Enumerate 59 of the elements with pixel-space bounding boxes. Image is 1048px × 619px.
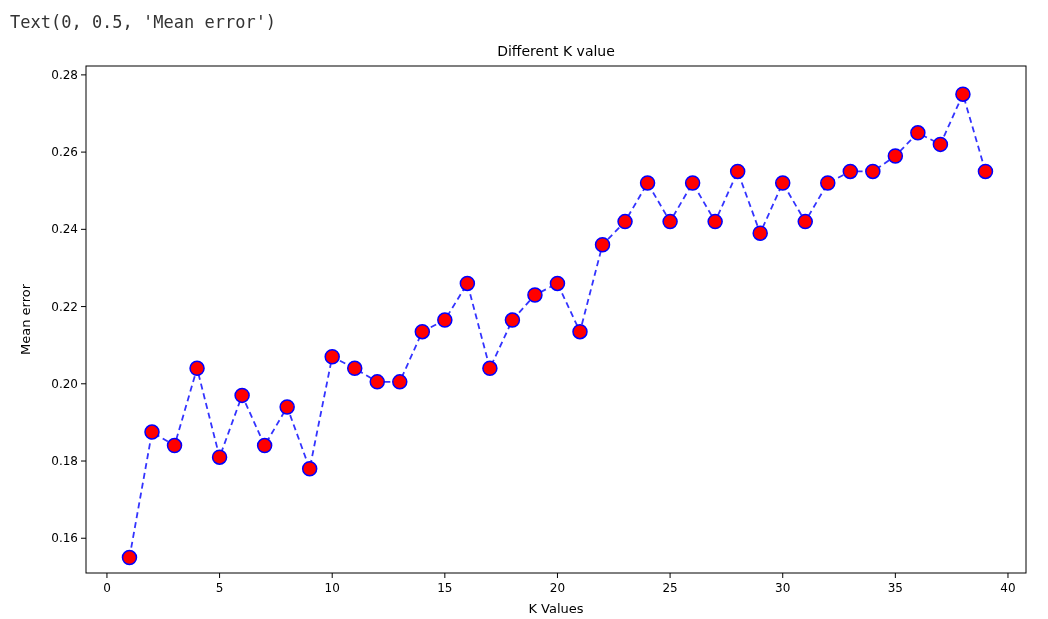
point: [910, 125, 926, 141]
y-tick-label: 0.26: [51, 145, 78, 160]
x-tick-label: 30: [775, 581, 791, 595]
point: [977, 163, 994, 180]
point: [662, 213, 678, 230]
point: [482, 360, 498, 377]
point: [346, 360, 363, 377]
x-tick-label: 40: [1000, 581, 1016, 595]
y-tick-label: 0.16: [51, 531, 78, 546]
point: [279, 399, 295, 415]
point: [820, 175, 836, 191]
point: [211, 449, 228, 465]
x-axis-title: K Values: [528, 601, 584, 616]
chart-title: Different K value: [497, 43, 615, 59]
x-tick-label: 0: [103, 581, 111, 595]
point: [887, 148, 904, 164]
y-tick-label: 0.18: [51, 454, 78, 469]
point: [842, 163, 859, 180]
y-axis-title: Mean error: [18, 283, 33, 356]
y-tick-label: 0.22: [51, 299, 78, 314]
x-tick-label: 35: [887, 581, 903, 595]
x-tick-label: 10: [324, 581, 340, 595]
point: [594, 237, 611, 253]
point: [865, 163, 881, 180]
point: [752, 225, 768, 241]
point: [324, 349, 340, 365]
x-tick-label: 5: [215, 581, 224, 595]
point: [414, 323, 431, 340]
point: [504, 312, 521, 328]
text: Text(0, 0.5, 'Mean error'): [10, 12, 277, 32]
x-tick-label: 25: [662, 581, 678, 595]
point: [369, 374, 386, 390]
point: [932, 136, 949, 153]
point: [256, 437, 273, 454]
point: [527, 287, 543, 303]
point: [166, 437, 183, 454]
y-tick-label: 0.24: [51, 222, 78, 237]
point: [729, 163, 746, 180]
point: [774, 175, 791, 191]
point: [234, 387, 250, 404]
point: [549, 275, 566, 292]
point: [121, 549, 138, 566]
y-tick-label: 0.20: [51, 376, 78, 391]
point: [617, 213, 633, 230]
point: [437, 312, 453, 328]
point: [639, 175, 656, 191]
x-tick-label: 20: [549, 581, 566, 595]
point: [797, 213, 813, 230]
point: [189, 360, 205, 377]
x-tick-label: 15: [437, 581, 453, 595]
point: [144, 424, 160, 440]
point: [572, 323, 588, 340]
point: [955, 86, 971, 102]
point: [392, 374, 408, 390]
point: [684, 175, 701, 191]
point: [459, 275, 476, 292]
point: [707, 213, 723, 230]
point: [301, 460, 318, 477]
y-tick-label: 0.28: [51, 67, 78, 82]
